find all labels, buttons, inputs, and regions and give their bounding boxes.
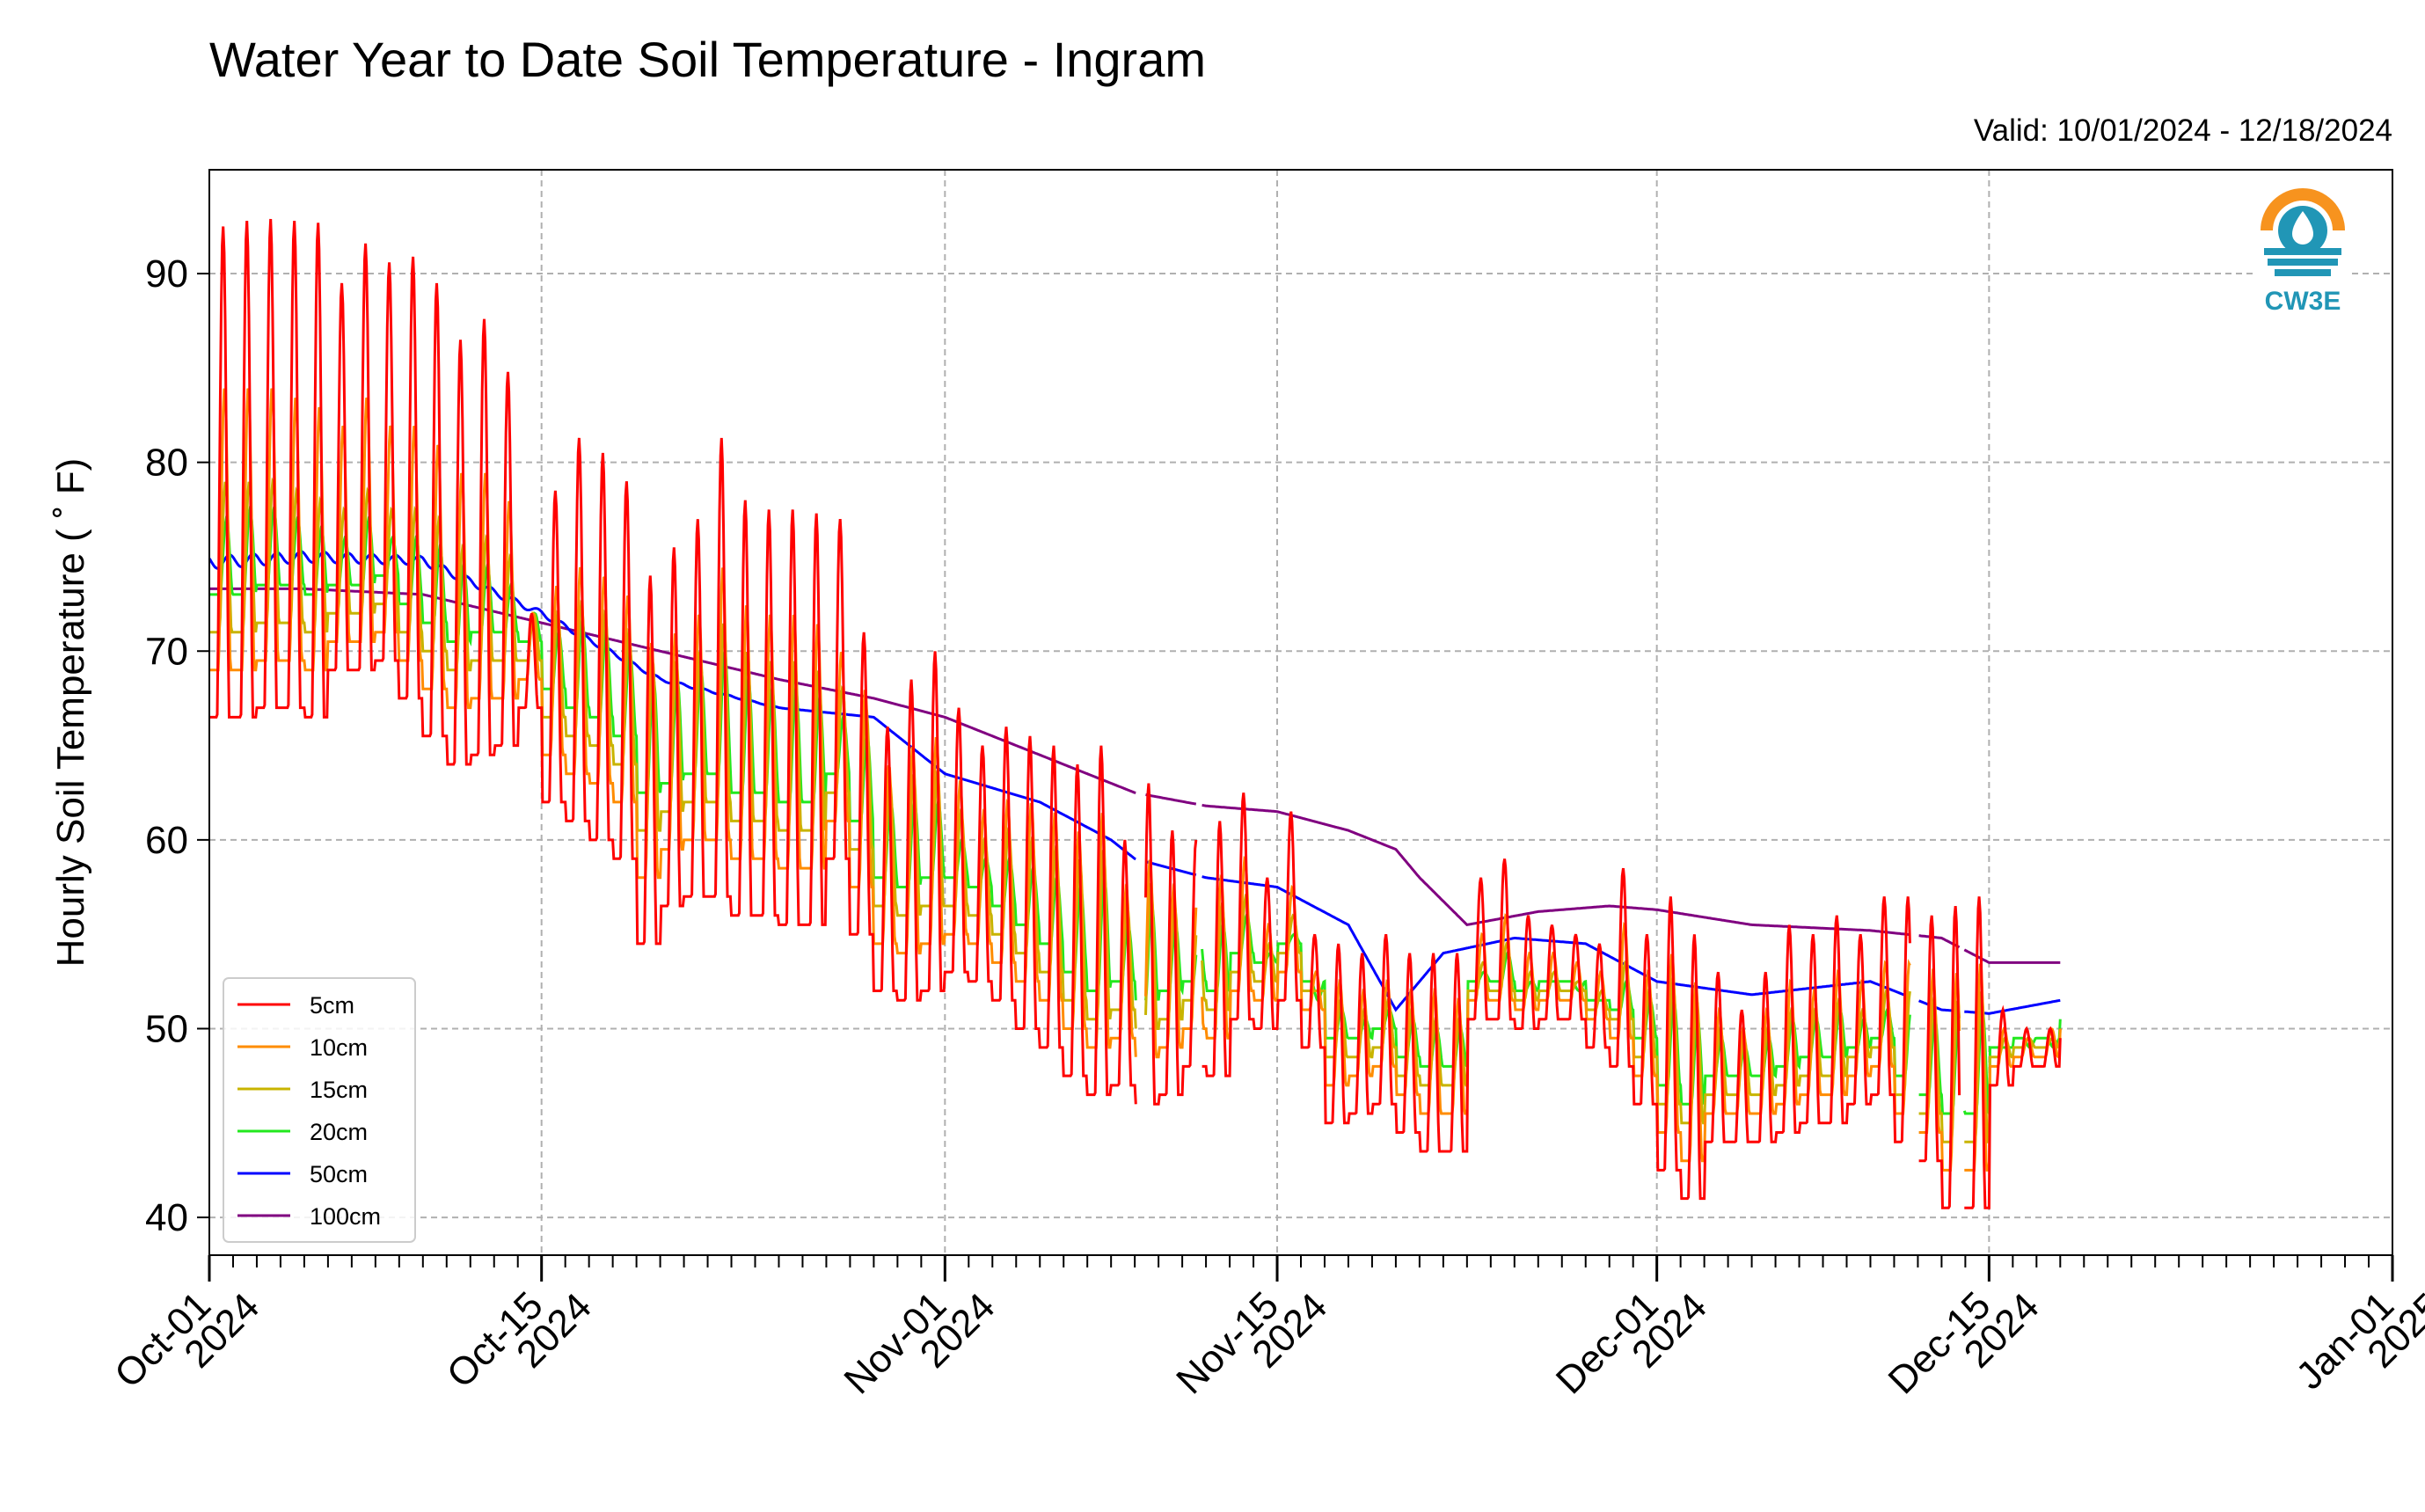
legend-label: 50cm [310, 1161, 368, 1187]
grid-lines [208, 170, 2393, 1255]
legend-label: 10cm [310, 1034, 368, 1061]
series-line-100cm [1963, 948, 2061, 964]
series-line-5cm [1202, 793, 1911, 1201]
cw3e-logo: CW3E [2257, 188, 2348, 316]
plot-frame [208, 169, 2393, 1256]
series-line-5cm [1918, 905, 1961, 1209]
series-line-100cm [1202, 803, 1910, 937]
series-line-15cm [1964, 990, 2062, 1143]
y-tick-label: 90 [145, 252, 188, 296]
legend-label: 20cm [310, 1119, 368, 1145]
series-line-100cm [1145, 793, 1197, 806]
series-line-5cm [1144, 783, 1198, 1106]
y-axis: 40 50 60 70 80 90 [145, 252, 209, 1239]
series-line-5cm [209, 218, 1137, 1105]
y-tick-label: 50 [145, 1007, 188, 1050]
y-tick-label: 80 [145, 442, 188, 485]
series-line-10cm [209, 388, 1137, 1057]
legend-box [223, 977, 416, 1243]
logo-text: CW3E [2265, 287, 2341, 316]
y-tick-label: 40 [145, 1196, 188, 1239]
series-line-5cm [1964, 896, 2062, 1209]
series-line-20cm [1962, 1005, 2062, 1115]
valid-date-range: Valid: 10/01/2024 - 12/18/2024 [1974, 113, 2392, 148]
y-axis-label: Hourly Soil Temperature ( ˚ F) [49, 458, 92, 968]
y-tick-label: 60 [145, 819, 188, 862]
y-tick-label: 70 [145, 630, 188, 673]
water-drop-icon [2292, 211, 2313, 245]
chart-title: Water Year to Date Soil Temperature - In… [209, 32, 1206, 87]
legend-label: 100cm [310, 1203, 381, 1230]
legend-label: 15cm [310, 1077, 368, 1103]
series-lines [208, 218, 2062, 1209]
series-line-10cm [1144, 859, 1198, 1059]
legend-label: 5cm [310, 992, 354, 1019]
legend: 5cm 10cm 15cm 20cm 50cm 100cm [223, 977, 416, 1243]
